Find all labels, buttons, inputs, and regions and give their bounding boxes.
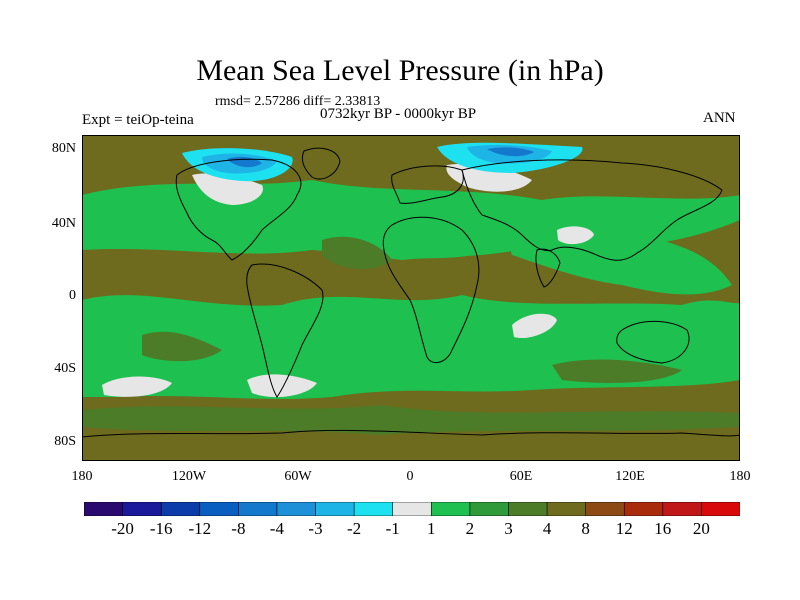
colorbar-label: -12	[188, 519, 212, 538]
colorbar-swatch	[315, 502, 355, 516]
colorbar-label: -1	[385, 519, 400, 538]
colorbar-swatch	[392, 502, 432, 516]
lon-label-60e: 60E	[509, 469, 533, 484]
lat-label-80s: 80S	[54, 434, 76, 449]
australia-coast	[616, 320, 690, 364]
colorbar-label: -16	[149, 519, 173, 538]
lon-label-180e: 180	[729, 469, 751, 484]
colorbar-label: 4	[542, 519, 552, 538]
north-america-coast	[175, 158, 302, 261]
europe-africa-coast	[382, 165, 480, 364]
colorbar-label: 3	[504, 519, 513, 538]
colorbar-label: 2	[465, 519, 475, 538]
lat-label-80n: 80N	[51, 141, 76, 156]
lat-label-40s: 40S	[54, 361, 76, 376]
colorbar-swatch	[84, 502, 124, 516]
colorbar-swatch	[469, 502, 509, 516]
colorbar-label: -3	[308, 519, 323, 538]
colorbar-label: -20	[111, 519, 134, 538]
colorbar-swatch	[585, 502, 625, 516]
colorbar-swatch	[199, 502, 239, 516]
colorbar-swatch	[430, 502, 471, 516]
colorbar-label: 1	[427, 519, 436, 538]
lat-label-0: 0	[69, 288, 76, 303]
rmsd-diff-stats: rmsd= 2.57286 diff= 2.33813	[215, 94, 381, 109]
colorbar-label: -2	[347, 519, 362, 538]
colorbar-swatch	[662, 502, 702, 516]
colorbar-swatch	[508, 502, 548, 516]
colorbar-label: 20	[692, 519, 710, 538]
white-contour-zones	[102, 163, 594, 398]
colorbar-label: -4	[269, 519, 284, 538]
colorbar-swatch	[160, 502, 201, 516]
lon-label-180w: 180	[71, 469, 93, 484]
olive-contour-zones	[82, 236, 740, 435]
colorbar	[84, 502, 740, 516]
colorbar-label: 12	[615, 519, 633, 538]
time-period: 0732kyr BP - 0000kyr BP	[320, 106, 477, 122]
south-america-coast	[246, 263, 324, 398]
lon-label-0: 0	[406, 469, 414, 484]
colorbar-swatch	[122, 502, 162, 516]
map-frame	[82, 135, 740, 461]
experiment-label: Expt = teiOp-teina	[82, 112, 194, 128]
season-label: ANN	[703, 110, 736, 126]
colorbar-label: 16	[654, 519, 672, 538]
greenland-coast	[301, 147, 341, 180]
lon-label-60w: 60W	[284, 469, 312, 484]
colorbar-swatch	[276, 502, 317, 516]
antarctica-coast	[82, 429, 740, 438]
lon-label-120w: 120W	[171, 469, 207, 484]
pressure-map	[82, 135, 740, 461]
asia-coast	[461, 159, 723, 261]
coastlines	[82, 147, 740, 438]
lat-label-40n: 40N	[51, 216, 76, 231]
colorbar-swatch	[701, 502, 740, 516]
lon-label-120e: 120E	[615, 469, 645, 484]
india-coast	[535, 248, 561, 288]
plot-title: Mean Sea Level Pressure (in hPa)	[196, 54, 604, 87]
colorbar-swatch	[353, 502, 394, 516]
colorbar-swatch	[546, 502, 587, 516]
colorbar-swatch	[623, 502, 664, 516]
colorbar-label: -8	[231, 519, 246, 538]
colorbar-label: 8	[581, 519, 590, 538]
colorbar-swatch	[238, 502, 278, 516]
